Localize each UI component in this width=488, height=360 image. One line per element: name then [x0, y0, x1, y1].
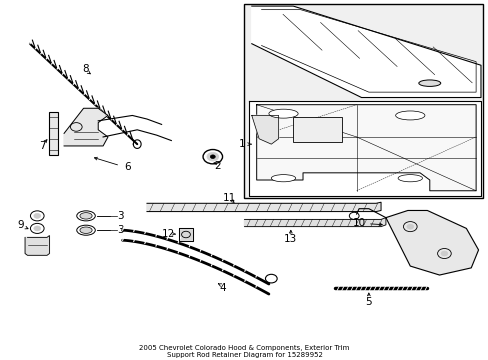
Polygon shape: [256, 105, 475, 191]
Ellipse shape: [418, 80, 440, 86]
Text: 7: 7: [39, 141, 45, 151]
Circle shape: [440, 251, 447, 256]
Bar: [293, 117, 341, 142]
Text: 3: 3: [117, 211, 123, 221]
Ellipse shape: [77, 211, 95, 221]
Ellipse shape: [395, 111, 424, 120]
Bar: [244, 4, 483, 198]
Polygon shape: [251, 116, 278, 144]
Bar: [49, 112, 58, 155]
Ellipse shape: [268, 109, 298, 118]
Text: 11: 11: [223, 193, 236, 203]
Text: 12: 12: [162, 229, 175, 239]
Circle shape: [34, 226, 41, 231]
Text: 1: 1: [238, 139, 245, 149]
Text: 5: 5: [365, 297, 371, 307]
Ellipse shape: [397, 175, 422, 182]
Polygon shape: [249, 101, 480, 196]
Circle shape: [210, 155, 215, 158]
Polygon shape: [251, 6, 480, 98]
Polygon shape: [244, 218, 385, 226]
Polygon shape: [147, 202, 380, 212]
Circle shape: [406, 224, 413, 229]
Text: 10: 10: [352, 218, 365, 228]
Circle shape: [34, 213, 41, 219]
Ellipse shape: [80, 213, 92, 219]
Ellipse shape: [271, 175, 295, 182]
Ellipse shape: [77, 225, 95, 235]
Circle shape: [206, 152, 218, 161]
Polygon shape: [25, 235, 49, 255]
Polygon shape: [385, 211, 478, 275]
Polygon shape: [64, 108, 108, 146]
Polygon shape: [178, 228, 193, 241]
Text: 9: 9: [18, 220, 24, 230]
Text: 6: 6: [124, 162, 130, 172]
Text: 2005 Chevrolet Colorado Hood & Components, Exterior Trim
Support Rod Retainer Di: 2005 Chevrolet Colorado Hood & Component…: [139, 345, 349, 357]
Text: 13: 13: [284, 234, 297, 244]
Ellipse shape: [80, 227, 92, 233]
Text: 4: 4: [219, 283, 225, 293]
Text: 3: 3: [117, 225, 123, 235]
Text: 8: 8: [82, 64, 89, 74]
Text: 2: 2: [214, 161, 221, 171]
